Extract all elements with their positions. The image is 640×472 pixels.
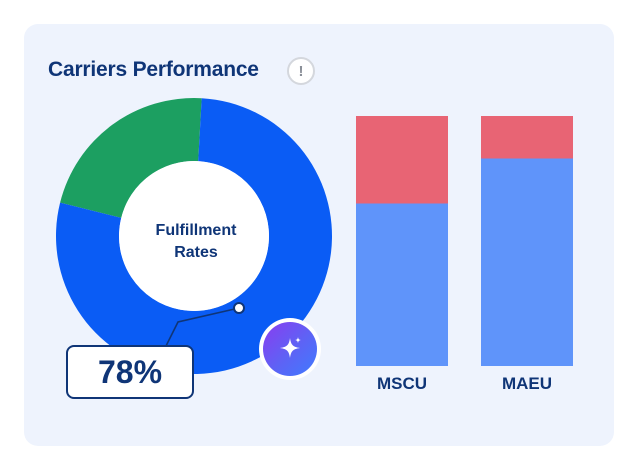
donut-segment-fulfilled xyxy=(56,98,333,375)
ai-sparkle-button[interactable] xyxy=(259,318,321,380)
donut-center-label: Fulfillment Rates xyxy=(130,220,262,264)
bar-mscu-segment-1 xyxy=(356,116,448,204)
donut-hole xyxy=(119,161,269,311)
bar-maeu-segment-1 xyxy=(481,116,573,159)
donut-segment-other xyxy=(60,97,202,218)
value-connector xyxy=(164,302,245,349)
donut-center-line1: Fulfillment xyxy=(155,222,237,239)
bar-label-maeu: MAEU xyxy=(501,374,553,393)
bar-label-mscu: MSCU xyxy=(376,374,428,393)
sparkle-icon xyxy=(263,322,317,376)
bar-mscu-segment-0 xyxy=(356,203,448,366)
fulfillment-percent-badge: 78% xyxy=(66,345,194,399)
carrier-bars xyxy=(356,116,573,366)
info-icon[interactable]: ! xyxy=(287,57,315,85)
info-glyph: ! xyxy=(298,62,304,80)
donut-center-line2: Rates xyxy=(174,244,218,261)
card-title: Carriers Performance xyxy=(48,58,259,81)
fulfillment-donut xyxy=(56,97,333,375)
bar-maeu-segment-0 xyxy=(481,158,573,366)
